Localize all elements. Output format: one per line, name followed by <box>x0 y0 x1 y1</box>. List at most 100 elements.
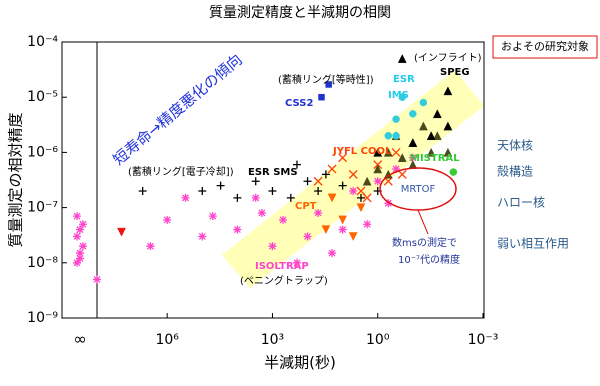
data-point <box>397 153 407 162</box>
data-point <box>426 147 436 157</box>
data-point <box>338 153 348 163</box>
research-box <box>492 35 598 59</box>
annotation: JYFL COOL <box>332 146 392 157</box>
mrtof-pointer <box>417 209 429 235</box>
data-point <box>327 164 337 174</box>
data-point <box>384 132 393 140</box>
data-point <box>392 132 400 140</box>
data-point <box>449 168 458 176</box>
plot-frame <box>61 41 485 319</box>
data-point <box>93 275 101 284</box>
annotation: (蓄積リング[等時性]) <box>278 73 374 86</box>
data-point <box>362 193 372 203</box>
data-point <box>418 121 428 131</box>
infinity-label: ∞ <box>73 330 86 349</box>
data-point <box>216 181 225 190</box>
research-topic: 天体核 <box>497 139 533 153</box>
data-point <box>327 193 337 203</box>
data-point <box>426 131 436 141</box>
data-point <box>321 225 331 235</box>
data-point <box>356 193 365 202</box>
data-point <box>398 93 407 101</box>
data-point <box>233 193 242 202</box>
x-tick-label: 10⁶ <box>155 332 179 348</box>
stable-point <box>73 258 81 267</box>
y-tick-label: 10⁻⁹ <box>27 310 58 326</box>
chart-title: 質量測定精度と半減期の相関 <box>209 4 391 21</box>
data-point <box>338 225 347 234</box>
data-point <box>303 177 312 186</box>
data-point <box>318 93 325 101</box>
data-point <box>348 169 358 179</box>
data-point <box>328 249 337 258</box>
marks <box>73 54 458 284</box>
x-axis-label: 半減期(秒) <box>264 354 336 372</box>
data-point <box>286 193 295 202</box>
annotation: ESR SMS <box>248 167 298 178</box>
data-point <box>384 199 393 208</box>
data-point <box>268 242 277 251</box>
data-point <box>268 186 277 195</box>
annotation: (蓄積リング[電子冷却]) <box>128 165 234 178</box>
research-topic: 弱い相互作用 <box>497 237 569 251</box>
data-point <box>373 147 383 157</box>
annotation: CPT <box>295 201 317 212</box>
annotation: ISOLTRAP <box>255 261 309 272</box>
stable-point <box>79 220 87 229</box>
trend-note: 短寿命→精度悪化の傾向 <box>110 50 246 168</box>
data-point <box>208 212 217 221</box>
annotation: IMS <box>388 90 409 101</box>
annotation: MISTRAL <box>410 153 460 164</box>
data-point <box>303 232 312 241</box>
trend-band <box>222 70 484 288</box>
data-point <box>363 220 372 229</box>
data-point <box>392 115 400 123</box>
x-tick-label: 10⁻³ <box>468 332 499 348</box>
data-point <box>257 208 266 217</box>
research-topic: 殻構造 <box>497 165 533 179</box>
data-point <box>292 160 301 169</box>
data-point <box>117 227 126 237</box>
data-point <box>313 176 323 186</box>
data-point <box>138 186 147 195</box>
research-box-label: およその研究対象 <box>501 39 589 53</box>
data-point <box>432 109 442 119</box>
stable-point <box>79 242 87 251</box>
data-point <box>392 165 401 174</box>
data-point <box>373 177 382 186</box>
data-point <box>408 153 417 162</box>
y-tick-label: 10⁻⁴ <box>27 34 58 50</box>
data-point <box>146 242 155 251</box>
data-point <box>443 147 453 157</box>
data-point <box>408 138 418 147</box>
annotation: (ペニングトラップ) <box>240 274 328 287</box>
data-point <box>432 131 442 141</box>
data-point <box>362 176 372 186</box>
y-tick-label: 10⁻⁷ <box>27 200 58 216</box>
y-tick-label: 10⁻⁸ <box>27 255 58 271</box>
y-tick-label: 10⁻⁵ <box>27 89 58 105</box>
y-axis-label: 質量測定の相対精度 <box>7 112 25 247</box>
data-point <box>356 203 366 213</box>
data-point <box>251 177 260 186</box>
data-point <box>348 232 358 242</box>
stable-point <box>73 212 81 221</box>
data-point <box>443 121 453 131</box>
data-point <box>338 181 347 190</box>
annotation: 数msの測定で <box>392 236 457 249</box>
data-point <box>383 147 393 157</box>
data-point <box>397 54 407 63</box>
annotation: SPEG <box>440 67 470 78</box>
data-point <box>198 186 207 195</box>
data-point <box>338 215 348 225</box>
research-topic: ハロー核 <box>497 196 545 210</box>
stable-point <box>76 225 84 234</box>
data-point <box>373 164 383 174</box>
data-point <box>397 169 407 179</box>
annotation: CSS2 <box>285 98 313 109</box>
data-point <box>251 193 260 202</box>
annotation: ESR <box>393 74 415 85</box>
annotation: (インフライト) <box>414 52 482 64</box>
stable-point <box>76 254 84 263</box>
